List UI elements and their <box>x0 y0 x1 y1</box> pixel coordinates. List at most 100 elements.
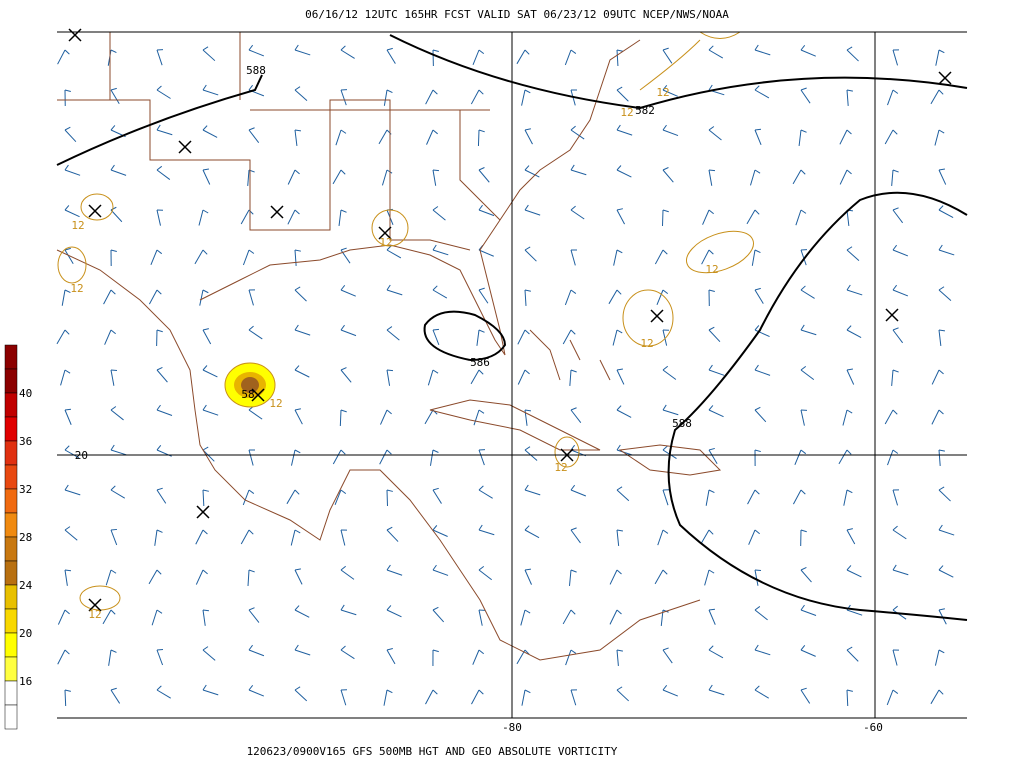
wind-barb <box>294 489 300 495</box>
wind-barb <box>846 369 855 385</box>
wind-barb <box>754 609 768 621</box>
wind-barb <box>248 409 263 420</box>
wind-barb <box>616 529 620 546</box>
wind-barb <box>662 529 669 534</box>
wind-barb <box>570 49 577 54</box>
wind-barb <box>386 569 403 576</box>
wind-barb <box>524 209 541 216</box>
wind-barb <box>570 169 587 176</box>
wind-barb <box>381 169 388 186</box>
wind-barb <box>202 89 219 96</box>
wind-barb <box>938 286 945 291</box>
wind-barb <box>64 249 74 264</box>
wind-barb <box>476 329 480 346</box>
wind-barb <box>800 649 816 657</box>
wind-barb <box>662 569 668 575</box>
wind-barb <box>64 247 71 251</box>
wind-barb <box>156 404 161 411</box>
wind-barb <box>202 649 216 661</box>
wind-barb <box>800 687 807 691</box>
wind-barb <box>110 209 123 223</box>
x-marker <box>196 505 210 519</box>
wind-barb <box>110 329 116 335</box>
wind-barb <box>478 169 490 183</box>
wind-barb <box>202 209 209 214</box>
wind-barb <box>432 689 438 695</box>
x-marker <box>270 205 284 219</box>
wind-barb <box>570 527 577 531</box>
wind-barb <box>154 529 158 546</box>
wind-barb <box>524 249 537 262</box>
wind-barb <box>616 169 632 178</box>
wind-barb <box>202 684 207 691</box>
wind-barb <box>884 129 894 145</box>
wind-barb <box>935 49 940 66</box>
colorbar-swatch <box>4 512 18 538</box>
wind-barb <box>616 409 632 418</box>
wind-barb <box>662 49 673 64</box>
wind-barb <box>386 649 396 665</box>
wind-barb <box>340 169 346 175</box>
wind-barb <box>708 405 714 411</box>
wind-barb <box>110 206 117 211</box>
wind-barb <box>110 89 120 104</box>
wind-barb <box>524 525 530 531</box>
wind-barb <box>754 289 764 304</box>
wind-barb <box>616 124 621 131</box>
wind-barb <box>478 569 493 581</box>
wind-barb <box>432 569 449 576</box>
wind-barb <box>432 489 442 504</box>
wind-barb <box>569 369 572 386</box>
height-contour <box>667 191 968 621</box>
wind-barb <box>747 489 756 505</box>
wind-barbs <box>56 44 955 707</box>
wind-barb <box>846 609 863 616</box>
caption: 120623/0900V165 GFS 500MB HGT AND GEO AB… <box>247 745 618 758</box>
wind-barb <box>662 689 678 697</box>
wind-barb <box>708 609 716 625</box>
wind-barb <box>287 209 296 225</box>
wind-barb <box>846 449 852 455</box>
wind-barb <box>429 449 434 466</box>
wind-barb <box>570 444 576 451</box>
wind-barb <box>570 529 581 544</box>
wind-barb <box>248 609 260 623</box>
wind-barb <box>294 324 299 331</box>
wind-barb <box>609 609 618 625</box>
wind-barb <box>472 649 480 665</box>
wind-barb <box>202 646 209 651</box>
wind-barb <box>616 649 619 666</box>
wind-barb <box>616 686 623 691</box>
wind-barb <box>248 644 253 651</box>
map-label: 588 <box>246 64 266 77</box>
wind-barb <box>477 129 480 147</box>
wind-barb <box>202 129 218 138</box>
wind-barb <box>754 369 771 376</box>
wind-barb <box>800 249 807 266</box>
wind-barb <box>705 489 710 506</box>
wind-barb <box>340 604 345 611</box>
wind-barb <box>156 445 162 451</box>
wind-barb <box>708 645 714 651</box>
wind-barb <box>148 289 158 305</box>
wind-barb <box>662 647 669 651</box>
wind-barb <box>478 49 485 55</box>
wind-barb <box>156 648 164 651</box>
wind-barb <box>340 689 347 706</box>
wind-barb <box>886 689 894 706</box>
wind-barb <box>938 205 944 211</box>
wind-barb <box>938 569 954 578</box>
wind-barb <box>938 169 947 185</box>
wind-barb <box>938 608 945 611</box>
wind-barb <box>386 564 391 571</box>
wind-barb <box>524 609 531 614</box>
wind-barb <box>202 49 216 62</box>
wind-barb <box>386 526 393 531</box>
wind-barb <box>800 129 807 133</box>
x-marker <box>378 226 392 240</box>
x-marker <box>68 28 82 42</box>
vorticity <box>57 31 754 611</box>
colorbar-swatch <box>4 632 18 658</box>
wind-barb <box>700 529 710 545</box>
wind-barb <box>478 209 495 217</box>
